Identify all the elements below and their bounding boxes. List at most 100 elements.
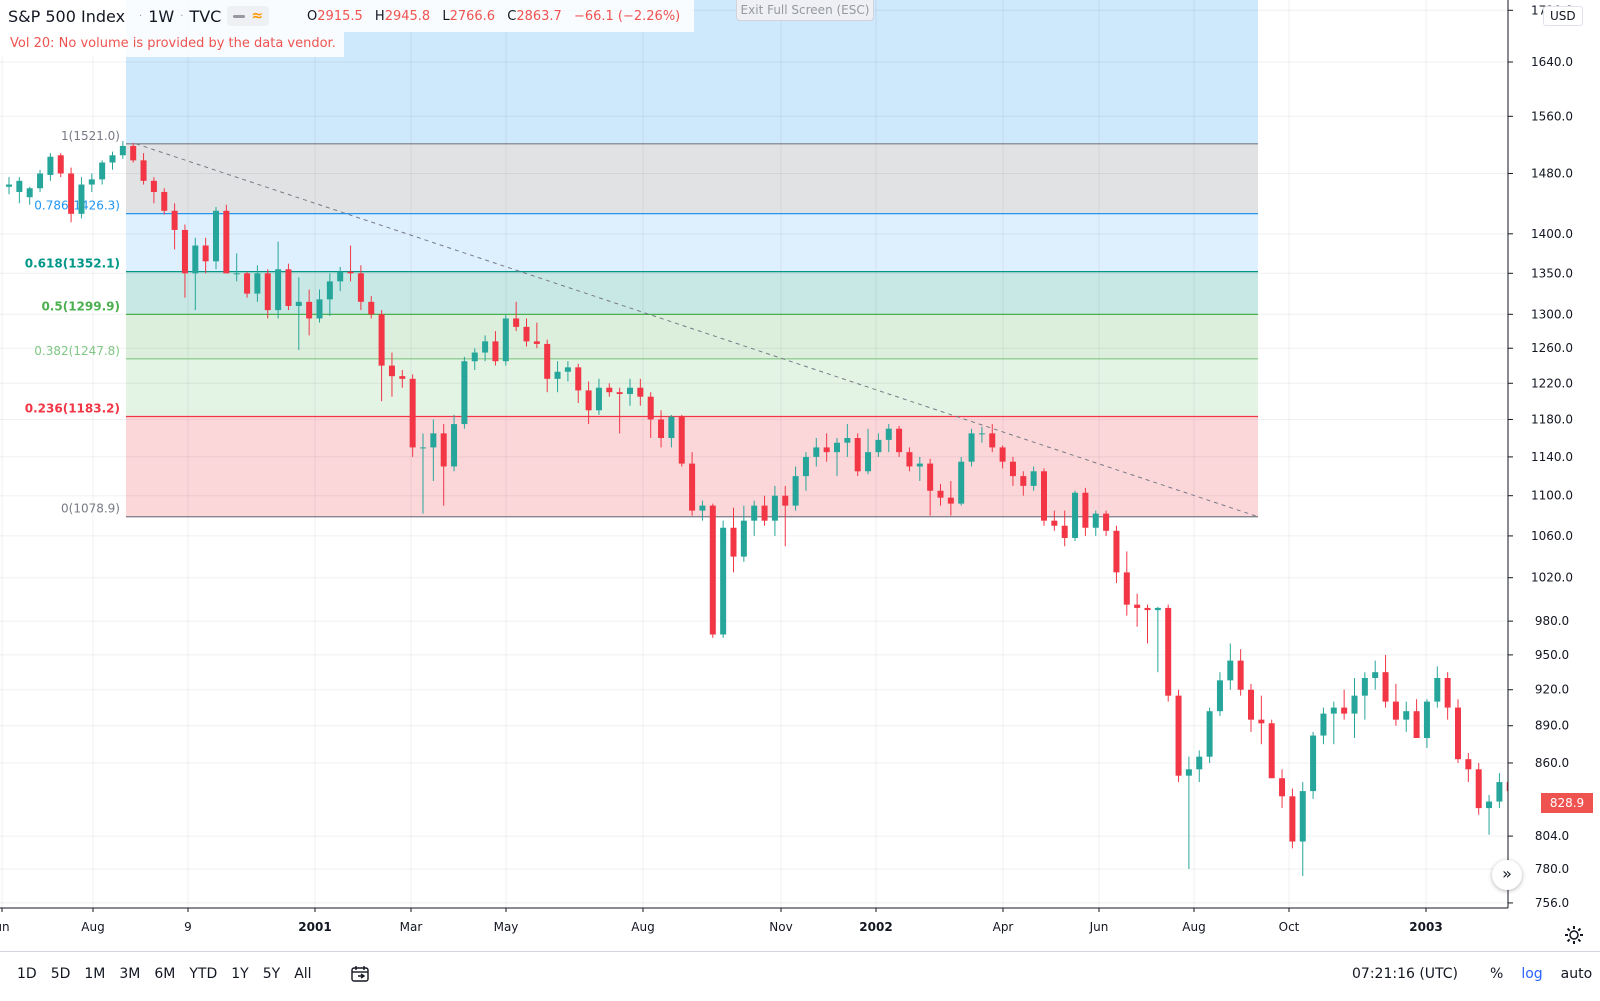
candle-body[interactable] [78, 184, 85, 214]
candle-body[interactable] [637, 387, 644, 397]
candle-body[interactable] [1382, 672, 1389, 702]
candle-body[interactable] [740, 520, 747, 557]
candle-body[interactable] [1092, 513, 1099, 528]
candle-body[interactable] [595, 387, 602, 411]
candle-body[interactable] [834, 442, 840, 453]
candle-body[interactable] [213, 210, 219, 262]
candle-body[interactable] [989, 433, 996, 448]
candle-body[interactable] [409, 378, 416, 448]
candle-body[interactable] [1496, 782, 1503, 802]
interval-label[interactable]: 1W [148, 6, 175, 26]
utc-clock[interactable]: 07:21:16 (UTC) [1352, 966, 1459, 982]
candle-body[interactable] [1175, 695, 1182, 776]
candle-body[interactable] [119, 145, 126, 156]
candle-body[interactable] [896, 428, 903, 453]
candle-body[interactable] [730, 527, 737, 557]
indicator-toggle[interactable]: ≈ [227, 6, 270, 26]
candle-body[interactable] [471, 352, 478, 362]
candle-body[interactable] [1413, 711, 1420, 739]
approx-icon[interactable]: ≈ [251, 8, 264, 24]
candle-body[interactable] [482, 341, 489, 353]
candle-body[interactable] [368, 301, 375, 315]
candle-body[interactable] [1258, 719, 1265, 724]
candle-body[interactable] [533, 341, 540, 344]
candle-body[interactable] [968, 433, 975, 462]
candle-body[interactable] [1279, 778, 1286, 797]
candle-body[interactable] [927, 463, 934, 491]
candle-body[interactable] [1237, 660, 1244, 690]
candle-body[interactable] [1051, 520, 1058, 526]
range-button-ytd[interactable]: YTD [189, 966, 218, 982]
symbol-name[interactable]: S&P 500 Index [8, 6, 126, 26]
candle-body[interactable] [844, 438, 851, 443]
candle-body[interactable] [388, 365, 395, 377]
candle-body[interactable] [326, 281, 333, 300]
candle-body[interactable] [751, 505, 758, 521]
range-button-5y[interactable]: 5Y [262, 966, 281, 982]
candle-body[interactable] [1310, 735, 1317, 792]
candle-body[interactable] [6, 184, 12, 187]
candle-body[interactable] [699, 505, 706, 511]
candle-body[interactable] [420, 447, 426, 449]
candle-body[interactable] [347, 271, 354, 274]
candle-body[interactable] [689, 463, 696, 511]
candle-body[interactable] [1134, 604, 1141, 608]
candle-body[interactable] [947, 497, 954, 504]
candle-body[interactable] [1072, 492, 1079, 538]
candle-body[interactable] [627, 387, 633, 394]
candle-body[interactable] [254, 273, 261, 294]
candle-body[interactable] [906, 452, 913, 467]
candle-body[interactable] [1465, 759, 1472, 770]
candle-body[interactable] [451, 424, 458, 467]
candle-body[interactable] [658, 419, 665, 439]
candle-body[interactable] [916, 463, 923, 467]
candle-body[interactable] [885, 428, 892, 440]
candle-body[interactable] [1475, 769, 1482, 809]
candle-body[interactable] [181, 229, 188, 274]
candle-body[interactable] [1144, 607, 1151, 611]
scale-option-auto[interactable]: auto [1560, 966, 1593, 982]
candle-body[interactable] [792, 476, 799, 506]
candle-body[interactable] [1196, 756, 1203, 770]
scroll-to-realtime-button[interactable]: » [1492, 860, 1522, 890]
candle-body[interactable] [37, 173, 44, 189]
candle-body[interactable] [823, 447, 830, 453]
candle-body[interactable] [720, 527, 727, 635]
candle-body[interactable] [1351, 695, 1358, 714]
candle-body[interactable] [1041, 471, 1047, 521]
candle-body[interactable] [1009, 461, 1016, 477]
scale-option-percent[interactable]: % [1490, 966, 1504, 982]
candle-body[interactable] [1154, 607, 1161, 611]
candle-body[interactable] [1061, 525, 1068, 538]
candle-body[interactable] [1248, 689, 1254, 720]
candle-body[interactable] [585, 390, 592, 411]
candle-body[interactable] [1444, 677, 1451, 708]
candle-body[interactable] [1227, 660, 1234, 681]
candle-body[interactable] [1030, 471, 1037, 486]
candle-body[interactable] [1361, 677, 1368, 696]
candle-body[interactable] [399, 376, 406, 379]
candle-body[interactable] [1330, 707, 1337, 714]
candle-body[interactable] [223, 210, 230, 274]
minus-icon[interactable] [233, 14, 246, 18]
candle-body[interactable] [57, 155, 64, 174]
candle-body[interactable] [1486, 801, 1493, 809]
candle-body[interactable] [1299, 791, 1306, 842]
range-button-1m[interactable]: 1M [84, 966, 106, 982]
range-button-5d[interactable]: 5D [50, 966, 71, 982]
candle-body[interactable] [202, 245, 209, 262]
candle-body[interactable] [1320, 713, 1327, 736]
calendar-goto-icon[interactable] [350, 964, 370, 984]
candle-body[interactable] [802, 456, 809, 477]
candle-body[interactable] [709, 505, 716, 635]
candle-body[interactable] [771, 495, 778, 521]
scale-option-log[interactable]: log [1521, 966, 1543, 982]
candle-body[interactable] [150, 180, 157, 192]
candle-body[interactable] [999, 447, 1006, 462]
candle-body[interactable] [295, 301, 302, 306]
candle-body[interactable] [575, 367, 582, 391]
candle-body[interactable] [161, 191, 168, 211]
candle-body[interactable] [606, 387, 613, 393]
candle-body[interactable] [678, 416, 685, 464]
candle-body[interactable] [1113, 530, 1120, 573]
